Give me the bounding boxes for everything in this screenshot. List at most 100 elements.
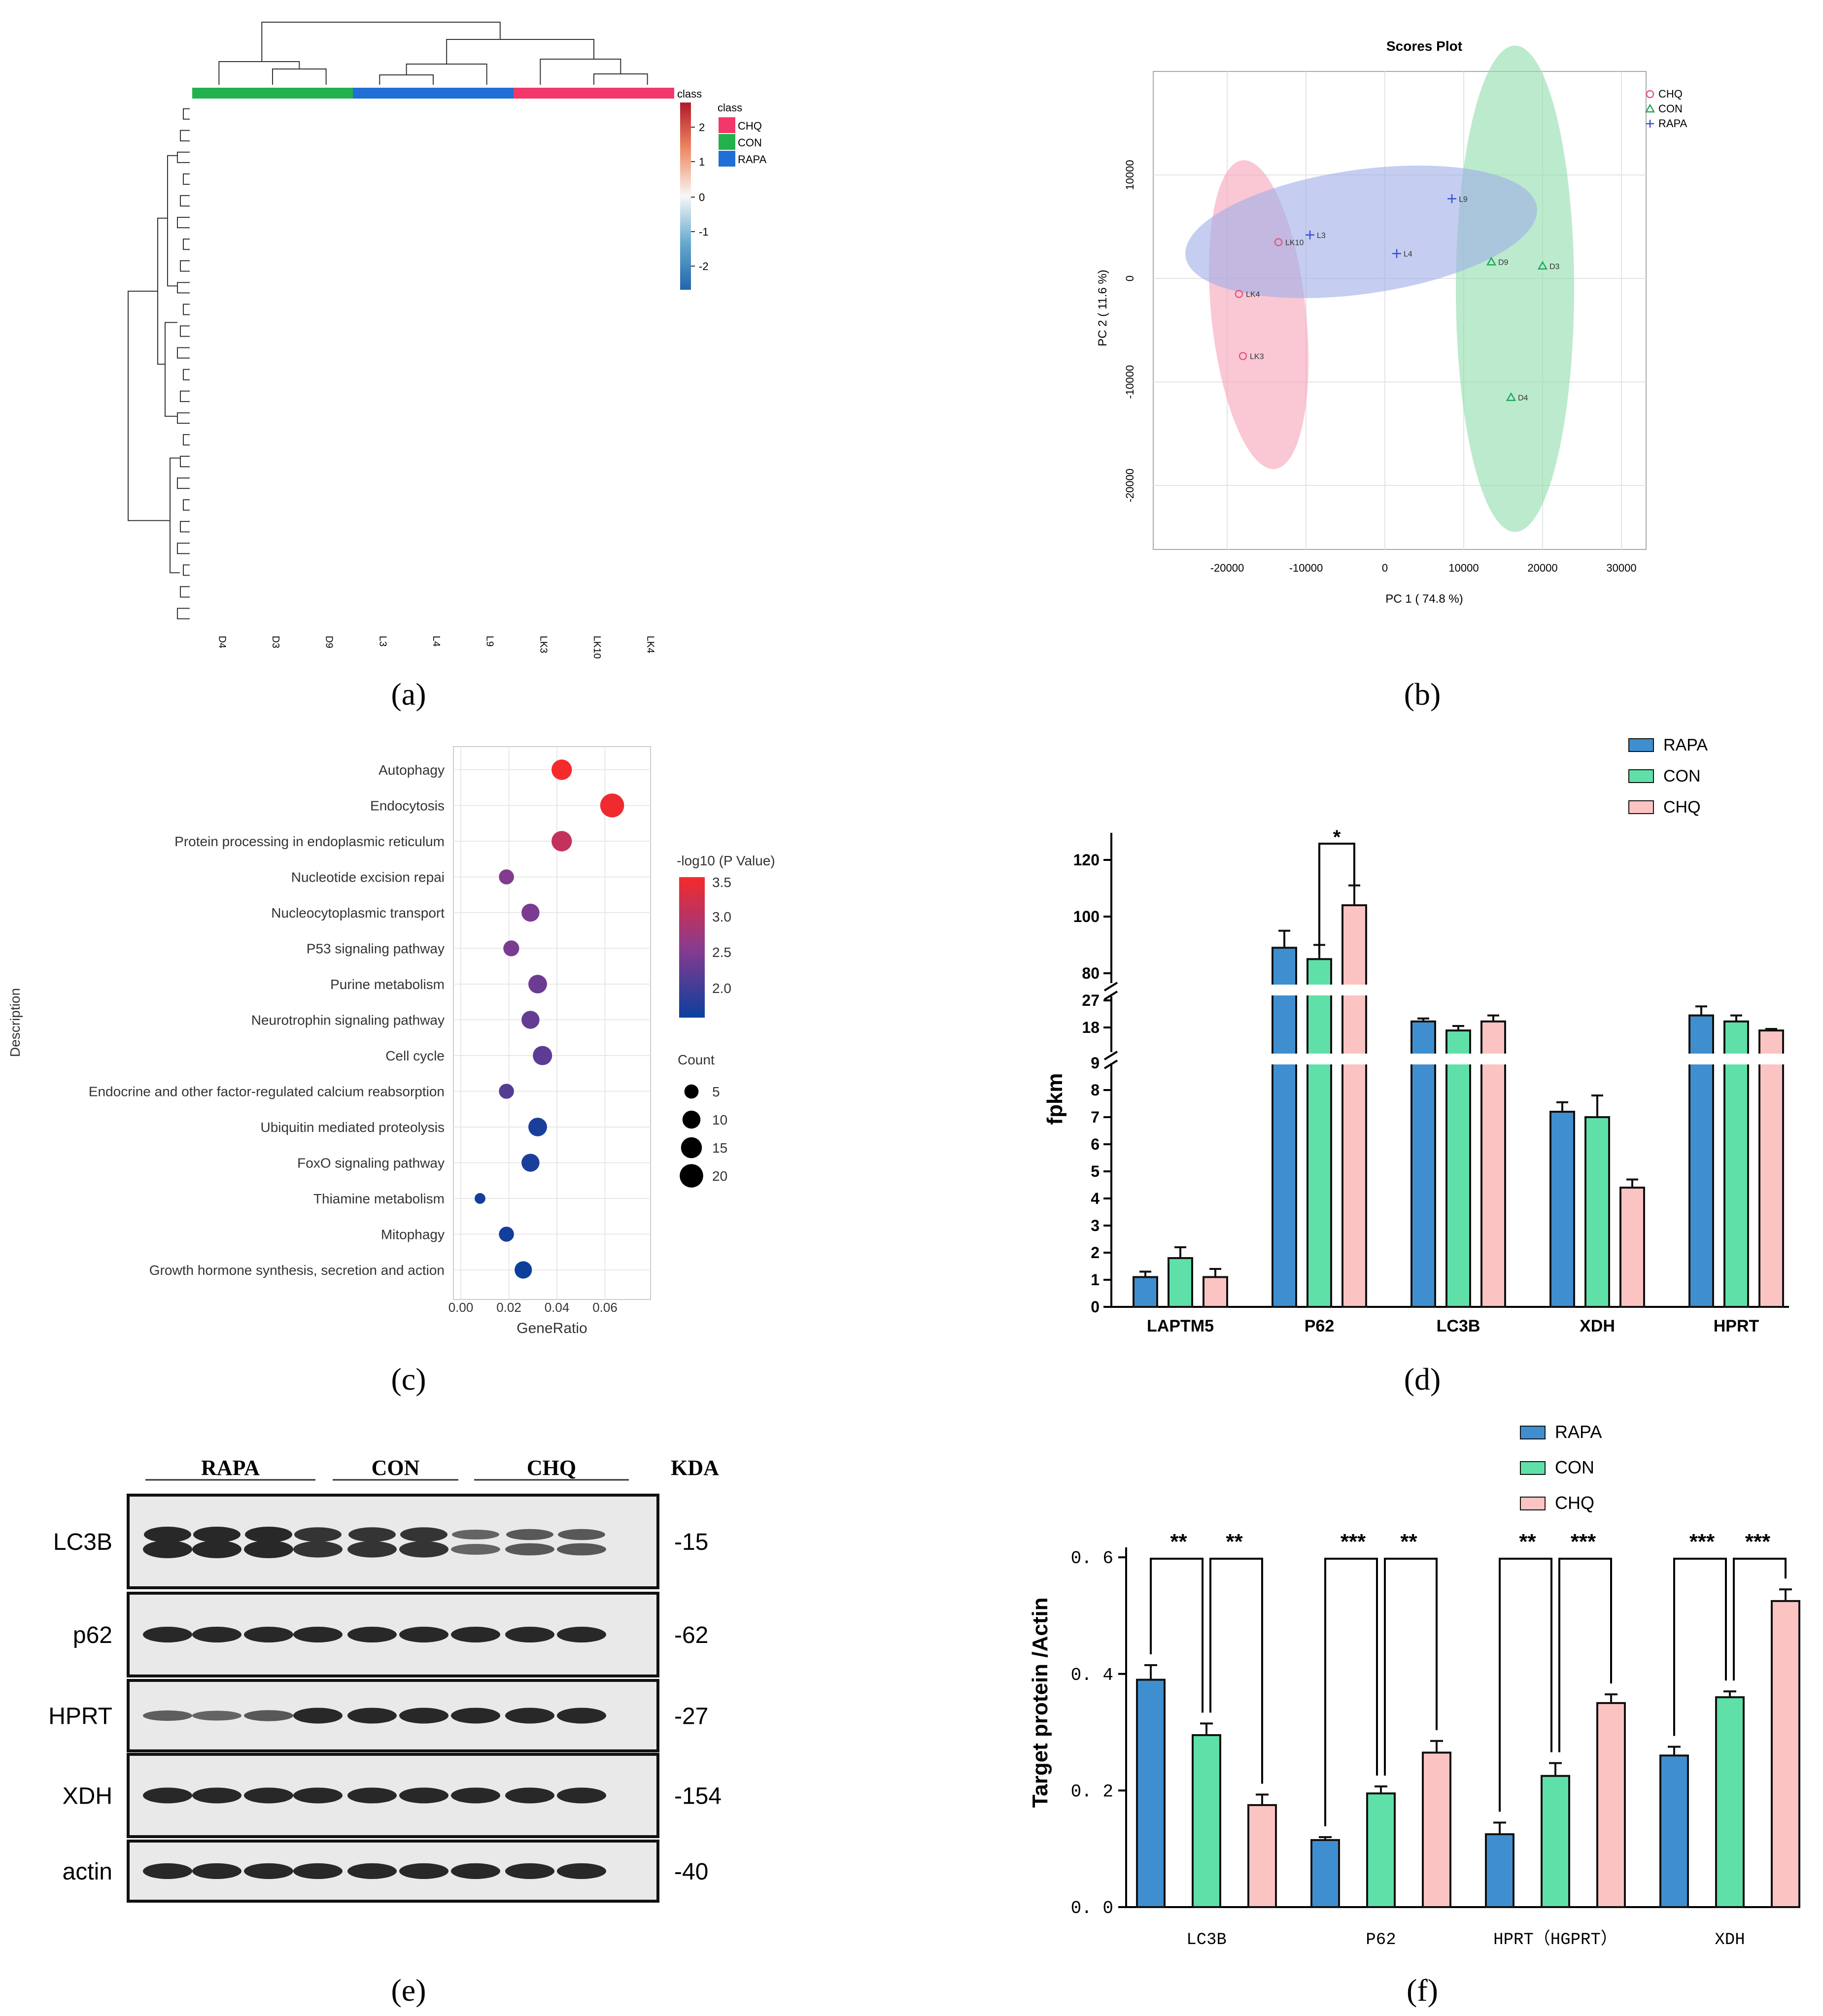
error-bar [1144, 1664, 1157, 1680]
point-label: D4 [1518, 394, 1528, 403]
blot-band [143, 1627, 192, 1642]
blot-band [244, 1540, 293, 1558]
term-label: Protein processing in endoplasmic reticu… [174, 834, 445, 849]
legend-label-chq: CHQ [1555, 1493, 1594, 1513]
size-legend: 5 10 15 20 [680, 1084, 727, 1188]
point-d3 [1537, 261, 1548, 270]
dendro-link [177, 543, 190, 554]
dendro-link [180, 130, 190, 141]
point-d9 [1486, 256, 1497, 266]
blot-band [557, 1787, 606, 1804]
blot-band [293, 1541, 343, 1558]
bar-con [1307, 958, 1332, 1308]
error-bar [1209, 1268, 1221, 1277]
term-bubble [515, 1261, 532, 1279]
bar-rapa [1410, 1020, 1436, 1308]
error-bar [1765, 1028, 1777, 1031]
significance-bracket [1558, 1558, 1612, 1752]
size-legend-label: 15 [712, 1140, 727, 1156]
blot-band [505, 1627, 554, 1642]
bar-rapa [1659, 1754, 1689, 1908]
panel-label-b: (b) [1404, 677, 1441, 712]
column-labels: D4 D3 D9 L3 L4 L9 LK3 LK10 LK4 [216, 636, 655, 659]
blot-band [244, 1710, 293, 1721]
bar-rapa [1272, 947, 1297, 1308]
bar-rapa [1136, 1678, 1166, 1908]
dendro-link [218, 61, 300, 85]
dendro-link [177, 412, 190, 424]
dendro-link [593, 73, 648, 85]
ellipse-con [1456, 45, 1574, 532]
legend-label-chq: CHQ [1658, 88, 1683, 100]
significance-bracket [1499, 1558, 1552, 1812]
color-scale-ticks: 2 1 0 -1 -2 [691, 121, 709, 273]
y-tick-label: 0 [1124, 275, 1136, 281]
legend-label-chq: CHQ [1663, 798, 1701, 817]
dendro-link [180, 195, 190, 207]
color-tick-label: 2.0 [712, 981, 731, 996]
term-label: FoxO signaling pathway [297, 1156, 445, 1171]
bubble-terms: Autophagy Endocytosis Protein processing i… [89, 759, 624, 1279]
dendro-link [177, 608, 190, 619]
column-label-l9: L9 [484, 636, 495, 647]
blot-band [451, 1627, 500, 1642]
term-bubble [528, 975, 547, 993]
x-tick-label: LAPTM5 [1147, 1317, 1214, 1335]
blot-band [347, 1863, 397, 1879]
bar-chq [1422, 1751, 1451, 1908]
column-label-l4: L4 [431, 636, 442, 647]
blot-band [506, 1529, 553, 1540]
dendro-link [180, 521, 190, 533]
x-tick-label: XDH [1715, 1931, 1745, 1949]
scale-tick-label: 0 [699, 191, 705, 204]
blot-band [399, 1627, 448, 1642]
dendro-link [446, 39, 594, 64]
panel-e: RAPA CON CHQ KDA LC3B -15 p62 -62 HPRT -27 XDH -15… [48, 1456, 722, 2008]
pca-points: LK10 LK4 LK3 D9 D3 D4 L3 L4 L9 [1235, 194, 1560, 403]
bar-chq [1480, 1020, 1506, 1308]
size-legend-title: Count [678, 1052, 715, 1067]
bar-chq [1596, 1702, 1626, 1908]
error-bar [1278, 929, 1290, 948]
column-label-d9: D9 [324, 636, 335, 649]
bar-chq [1203, 1276, 1228, 1308]
blot-row-label: LC3B [53, 1529, 112, 1555]
x-tick-label: 30000 [1606, 562, 1636, 574]
class-bar-rapa [353, 88, 514, 99]
bar-con [1192, 1734, 1221, 1908]
term-label: Endocrine and other factor-regulated cal… [89, 1084, 445, 1099]
y-tick-label: 100 [1073, 908, 1100, 925]
blot-band [347, 1541, 397, 1558]
blot-band [451, 1863, 500, 1879]
legend-swatch-chq [1520, 1497, 1546, 1510]
blot-band [348, 1527, 396, 1542]
dendro-link [177, 151, 190, 163]
pca-legend: CHQ CON RAPA [1645, 88, 1687, 130]
bar-con [1723, 1020, 1749, 1308]
term-label: Cell cycle [385, 1048, 445, 1063]
row-dendrogram [128, 108, 190, 619]
term-label: Purine metabolism [330, 977, 445, 992]
dendro-link [180, 260, 190, 272]
error-bar [1487, 1014, 1499, 1022]
y-tick-label: 0. 0 [1071, 1898, 1113, 1918]
size-legend-dot [680, 1164, 703, 1188]
x-tick-label: 0.02 [496, 1300, 521, 1315]
legend-swatch-chq [1628, 800, 1654, 814]
y-tick-label: 10000 [1124, 160, 1136, 190]
blot-band [451, 1708, 500, 1724]
y-tick-label: 5 [1091, 1162, 1100, 1180]
dendro-link [540, 59, 621, 85]
size-legend-dot [682, 1110, 701, 1129]
y-tick-label: 0. 2 [1071, 1781, 1113, 1802]
point-lk4 [1235, 290, 1243, 298]
point-l3 [1306, 230, 1314, 239]
dendro-link [183, 173, 190, 185]
blot-band [557, 1863, 606, 1879]
point-label: LK4 [1246, 291, 1260, 299]
blot-group-chq: CHQ [527, 1456, 576, 1480]
x-tick-label: P62 [1366, 1931, 1396, 1949]
term-bubble [499, 1227, 514, 1242]
blot-row-label: HPRT [48, 1704, 112, 1730]
error-bar [1723, 1690, 1736, 1698]
